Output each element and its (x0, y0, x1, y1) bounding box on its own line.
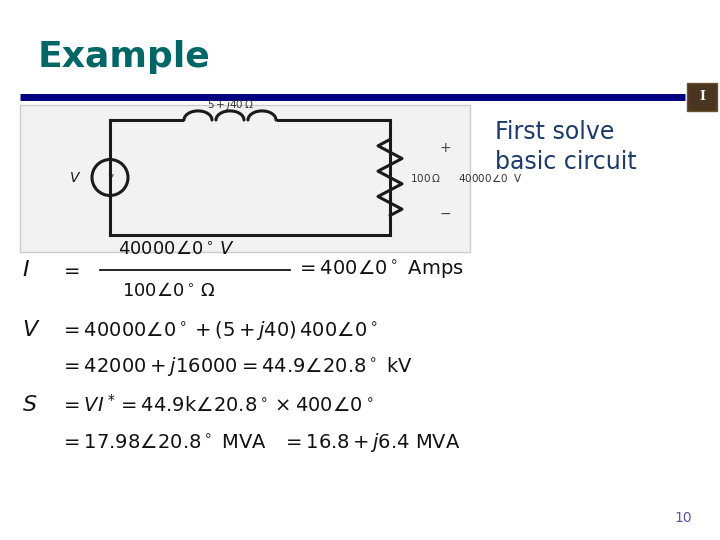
Text: $= 400\angle 0^\circ$ Amps: $= 400\angle 0^\circ$ Amps (296, 259, 464, 281)
Text: $40000\angle 0^\circ\, V$: $40000\angle 0^\circ\, V$ (118, 240, 235, 258)
Text: V: V (71, 171, 80, 185)
Text: $5+j40\,\Omega$: $5+j40\,\Omega$ (207, 98, 253, 112)
Text: $= 42000 + j16000 = 44.9\angle 20.8^\circ$ kV: $= 42000 + j16000 = 44.9\angle 20.8^\cir… (60, 354, 413, 377)
Text: I: I (699, 91, 705, 104)
Text: $100\,\Omega$: $100\,\Omega$ (410, 172, 441, 184)
Text: $= VI^* = 44.9\mathrm{k}\angle 20.8^\circ \times 400\angle 0^\circ$: $= VI^* = 44.9\mathrm{k}\angle 20.8^\cir… (60, 394, 374, 416)
Text: $I$: $I$ (22, 259, 30, 281)
Text: $=$: $=$ (60, 260, 80, 280)
Bar (687, 83, 717, 111)
Text: basic circuit: basic circuit (495, 150, 636, 174)
Text: +: + (439, 140, 451, 154)
Text: $S$: $S$ (22, 394, 37, 416)
Text: v: v (107, 172, 113, 183)
Text: $40000\angle 0$  V: $40000\angle 0$ V (458, 172, 522, 184)
Text: $= 17.98\angle 20.8^\circ$ MVA $\;\;= 16.8 + j6.4$ MVA: $= 17.98\angle 20.8^\circ$ MVA $\;\;= 16… (60, 430, 461, 454)
Text: Example: Example (38, 40, 211, 74)
Text: $100\angle 0^\circ\,\Omega$: $100\angle 0^\circ\,\Omega$ (122, 282, 215, 300)
Text: $= 40000\angle 0^\circ + (5 + j40)\,400\angle 0^\circ$: $= 40000\angle 0^\circ + (5 + j40)\,400\… (60, 319, 378, 341)
Text: First solve: First solve (495, 120, 614, 144)
Bar (20, 105, 470, 252)
Text: $-$: $-$ (439, 206, 451, 219)
Text: 10: 10 (675, 511, 692, 525)
Text: $V$: $V$ (22, 319, 40, 341)
